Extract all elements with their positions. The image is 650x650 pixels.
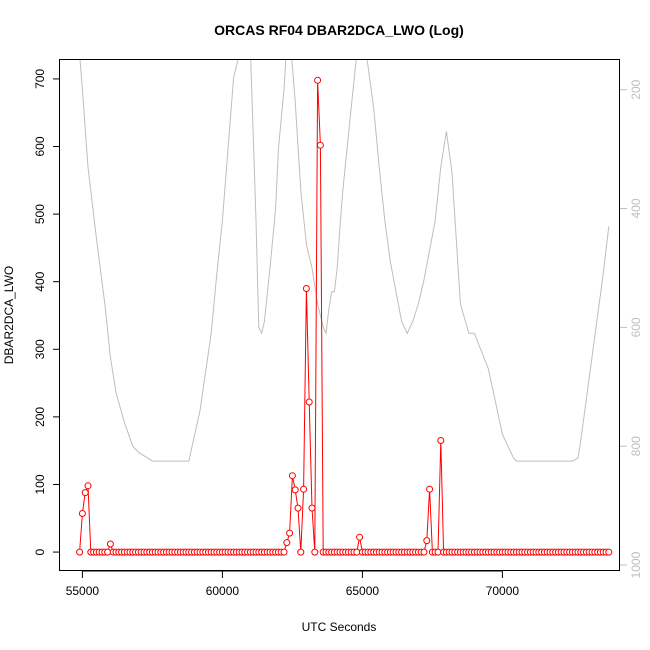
y-tick-label: 300 (33, 339, 47, 359)
y2-tick-label: 600 (629, 317, 643, 337)
y-tick-label: 600 (33, 136, 47, 156)
data-point (76, 548, 84, 556)
y2-axis: 200 400 600 800 1000 (620, 79, 643, 578)
y-tick-label: 700 (33, 69, 47, 89)
data-point (605, 548, 613, 556)
y-tick-label: 200 (33, 407, 47, 427)
data-point (294, 504, 302, 512)
x-tick-label: 65000 (346, 584, 380, 598)
data-point (305, 398, 313, 406)
chart-title: ORCAS RF04 DBAR2DCA_LWO (Log) (214, 22, 464, 38)
secondary-series-layer (79, 60, 610, 462)
x-tick-label: 70000 (486, 584, 520, 598)
data-point (283, 539, 291, 547)
data-point (297, 548, 305, 556)
data-point (356, 533, 364, 541)
x-tick-label: 55000 (66, 584, 100, 598)
y-axis: 0 100 200 300 400 500 600 700 (33, 69, 60, 555)
secondary-series-line (79, 60, 610, 462)
y2-tick-label: 1000 (629, 551, 643, 578)
data-point (81, 489, 89, 497)
y2-tick-label: 400 (629, 198, 643, 218)
data-point (308, 504, 316, 512)
x-axis: 55000 60000 65000 70000 (66, 570, 520, 598)
data-point (426, 485, 434, 493)
data-point (300, 485, 308, 493)
y2-tick-label: 800 (629, 436, 643, 456)
data-point (288, 472, 296, 480)
y-tick-label: 500 (33, 204, 47, 224)
data-point (286, 529, 294, 537)
data-point (423, 537, 431, 545)
data-point (420, 548, 428, 556)
x-tick-label: 60000 (206, 584, 240, 598)
series-layer (76, 76, 613, 556)
data-point (314, 76, 322, 84)
y-tick-label: 100 (33, 474, 47, 494)
data-point (316, 141, 324, 149)
x-axis-label: UTC Seconds (302, 620, 377, 634)
y-tick-label: 0 (33, 548, 47, 555)
data-point (84, 482, 92, 490)
plot-frame (59, 59, 620, 571)
series-line (79, 80, 609, 553)
data-point (106, 540, 114, 548)
y-axis-label: DBAR2DCA_LWO (2, 266, 16, 364)
data-point (280, 548, 288, 556)
y2-tick-label: 200 (629, 79, 643, 99)
data-point (437, 437, 445, 444)
data-point (302, 285, 310, 292)
y-tick-label: 400 (33, 271, 47, 291)
data-point (78, 510, 86, 517)
data-point (311, 548, 319, 556)
data-point (291, 486, 299, 494)
